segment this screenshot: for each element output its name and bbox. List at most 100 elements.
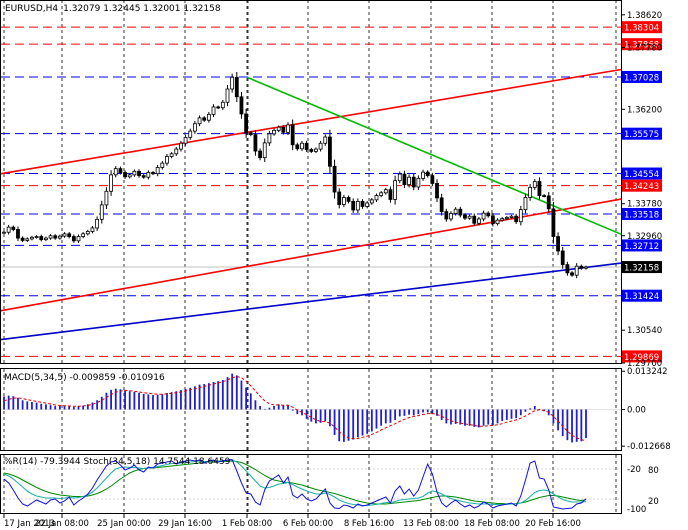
oscillator-tick-label: -100: [627, 505, 646, 515]
trend-line: [0, 68, 622, 175]
candle-body: [137, 170, 141, 177]
candle-body: [258, 150, 262, 159]
candle-body: [570, 272, 574, 276]
candle-body: [290, 124, 295, 146]
candle-body: [253, 134, 258, 152]
candle-body: [337, 191, 342, 205]
stoch-tick-label: 20: [648, 497, 659, 507]
price-tick-label: 1.36200: [627, 105, 662, 115]
price-tick-label: 1.33780: [627, 200, 662, 210]
candle-body: [341, 197, 346, 205]
candle-body: [439, 197, 444, 212]
candle-body: [76, 236, 81, 242]
main-panel-frame: [0, 0, 622, 364]
candle-body: [374, 195, 379, 201]
time-tick-label: 29 Jan 16:00: [158, 519, 212, 529]
candle-body: [309, 149, 314, 152]
candle-body: [25, 238, 30, 241]
time-tick-label: 22 Jan 08:00: [35, 519, 89, 529]
macd-tick-label: -0.012668: [627, 442, 671, 452]
candle-body: [132, 170, 137, 176]
candle-body: [230, 76, 235, 90]
candle-body: [179, 142, 183, 150]
candle-body: [490, 215, 495, 225]
level-tag-label: 1.31424: [624, 292, 659, 302]
candle-body: [216, 106, 221, 109]
candle-body: [44, 237, 48, 241]
candle-body: [234, 76, 239, 98]
candle-body: [34, 236, 39, 238]
level-tag-label: 1.29869: [624, 353, 659, 363]
symbol-label: EURUSD,H4 1.32079 1.32445 1.32001 1.32158: [5, 4, 221, 14]
candle-body: [453, 208, 458, 214]
candle-body: [407, 176, 411, 186]
candle-body: [225, 88, 230, 103]
candle-body: [300, 142, 304, 150]
candle-body: [318, 142, 323, 150]
candle-body: [53, 235, 58, 239]
candle-body: [546, 195, 551, 210]
candle-body: [30, 236, 34, 240]
candle-body: [95, 218, 100, 229]
candle-body: [365, 202, 370, 207]
candle-body: [560, 250, 565, 266]
level-tag-label: 1.34554: [624, 170, 659, 180]
candle-body: [244, 113, 249, 134]
candle-body: [355, 201, 360, 211]
vertical-grid: [3, 0, 617, 513]
candle-body: [500, 218, 505, 221]
candle-body: [514, 215, 519, 223]
candle-body: [551, 208, 556, 237]
oscillator-lines: -20 -100 80 20: [1, 458, 659, 515]
candle-body: [467, 215, 472, 219]
candle-body: [20, 237, 25, 241]
trend-line: [0, 262, 622, 341]
current-price-tag: [622, 261, 662, 274]
candle-body: [169, 153, 174, 157]
candle-body: [416, 177, 421, 188]
candle-body: [48, 235, 53, 239]
candlesticks: [2, 72, 588, 279]
stoch-tick-label: 80: [648, 466, 659, 476]
price-tick-label: 1.38620: [627, 11, 662, 21]
candle-body: [6, 226, 11, 233]
candle-body: [85, 231, 90, 235]
price-tick-label: 1.30540: [627, 326, 662, 336]
time-tick-label: 1 Feb 08:00: [222, 519, 272, 529]
candle-body: [537, 181, 542, 196]
price-axis: 1.38304 1.37868 1.37028 1.35575 1.34554 1.342…: [621, 11, 662, 369]
candle-body: [556, 236, 560, 252]
candle-body: [220, 101, 225, 109]
candle-body: [402, 173, 407, 186]
candle-body: [369, 199, 374, 204]
candle-body: [286, 124, 290, 133]
candle-body: [202, 117, 207, 121]
candle-body: [192, 123, 197, 132]
candle-body: [504, 217, 509, 219]
candle-body: [388, 189, 393, 200]
macd-label: MACD(5,34,5) -0.009859 -0.010916: [4, 373, 165, 383]
candle-body: [332, 165, 337, 193]
candle-body: [151, 172, 155, 175]
price-levels: [1, 26, 621, 357]
candle-body: [239, 96, 244, 115]
candle-body: [463, 214, 467, 219]
time-tick-label: 25 Jan 00:00: [97, 519, 151, 529]
candle-body: [314, 148, 318, 152]
level-tag-label: 1.37028: [624, 73, 659, 83]
candle-body: [425, 171, 430, 177]
level-tag-label: 1.33518: [624, 210, 659, 220]
candle-body: [295, 144, 300, 150]
candle-body: [495, 219, 500, 225]
candle-body: [11, 226, 16, 230]
candle-body: [127, 174, 132, 178]
time-tick-label: 8 Feb 16:00: [344, 519, 394, 529]
candle-body: [281, 126, 286, 133]
candle-body: [113, 168, 118, 176]
level-tag: [622, 179, 662, 192]
price-tick-label: 1.32960: [627, 232, 662, 242]
current-price-label: 1.32158: [624, 264, 659, 274]
level-tag: [622, 289, 662, 302]
candle-body: [481, 212, 486, 220]
candle-body: [67, 233, 72, 237]
